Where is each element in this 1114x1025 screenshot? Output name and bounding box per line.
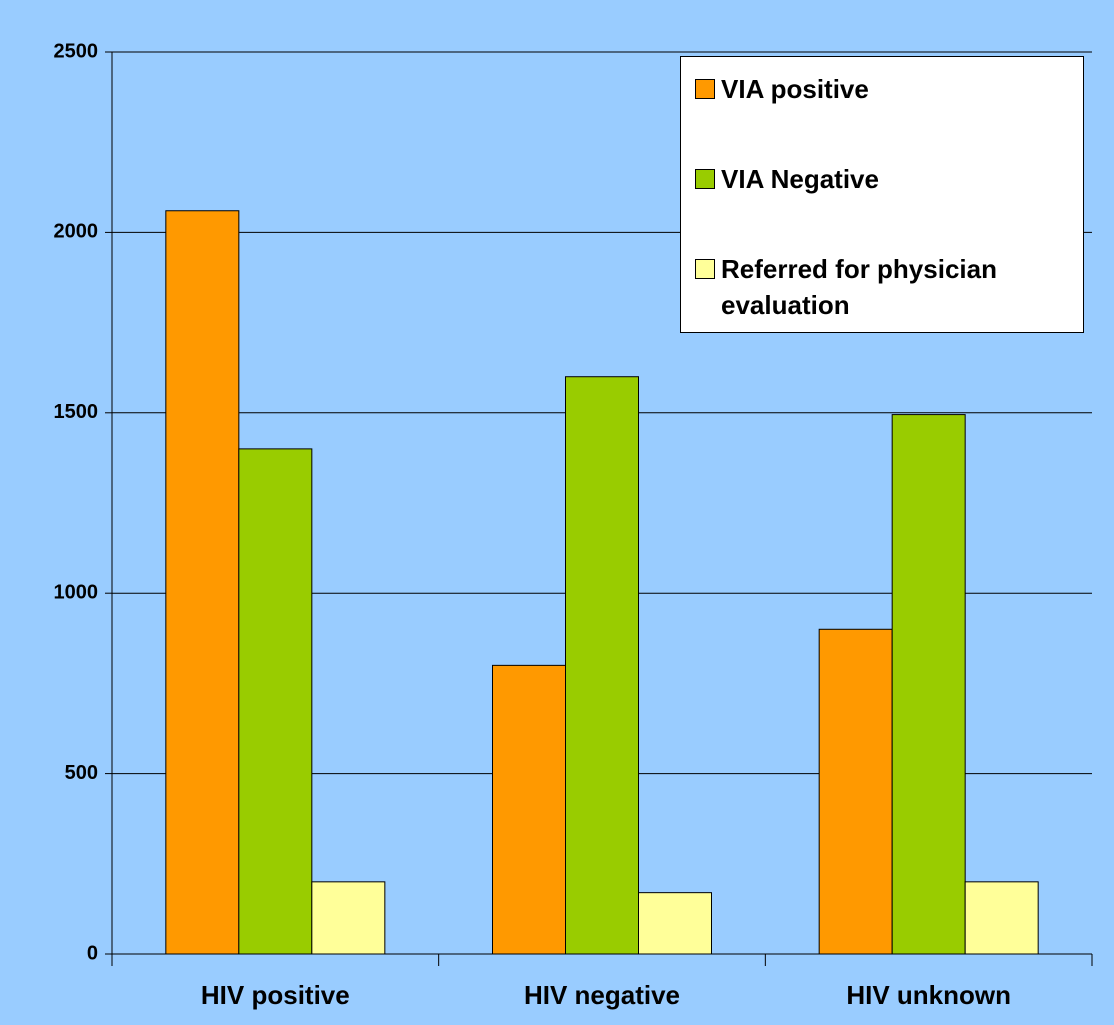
- legend-label: VIA Negative: [721, 164, 879, 194]
- x-tick-label: HIV negative: [524, 980, 680, 1010]
- legend-swatch: [695, 79, 715, 99]
- y-tick-label: 2000: [54, 221, 99, 243]
- legend-item: VIA Negative: [695, 161, 1073, 197]
- bar: [492, 664, 566, 955]
- bar: [238, 448, 313, 955]
- legend-swatch: [695, 259, 715, 279]
- bar: [638, 892, 712, 955]
- x-tick-label: HIV positive: [201, 980, 350, 1010]
- y-tick-label: 2500: [54, 40, 99, 62]
- bar: [311, 881, 386, 955]
- y-tick-label: 500: [65, 762, 98, 784]
- legend-label: VIA positive: [721, 74, 869, 104]
- y-tick-label: 0: [87, 942, 98, 964]
- y-tick-label: 1500: [54, 401, 99, 423]
- legend-item: VIA positive: [695, 71, 1073, 107]
- bar: [891, 414, 966, 955]
- bar: [818, 628, 893, 955]
- bar: [165, 210, 240, 955]
- legend-item: Referred for physician evaluation: [695, 251, 1073, 323]
- x-tick-label: HIV unknown: [846, 980, 1011, 1010]
- legend-label: Referred for physician evaluation: [721, 254, 997, 320]
- bar: [964, 881, 1039, 955]
- y-tick-label: 1000: [54, 581, 99, 603]
- bar: [565, 376, 639, 955]
- legend: VIA positive VIA Negative Referred for phy…: [680, 56, 1084, 333]
- legend-swatch: [695, 169, 715, 189]
